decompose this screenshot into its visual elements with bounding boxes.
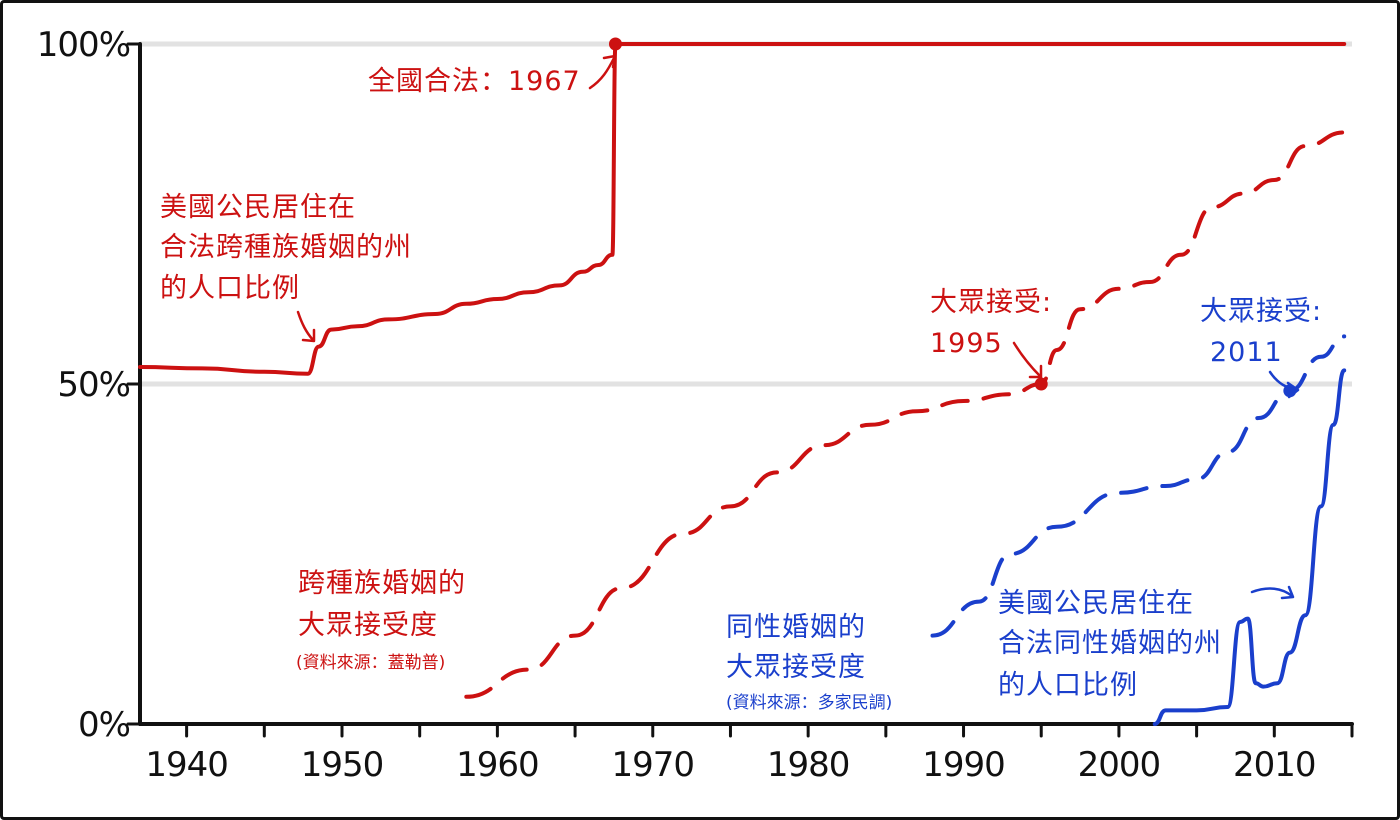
arrow-samesex-states <box>1250 587 1294 598</box>
annotation-samesex-source: (資料來源：多家民調) <box>726 693 892 713</box>
x-tick-label-2000: 2000 <box>1078 745 1161 785</box>
x-tick-label-1990: 1990 <box>922 745 1005 785</box>
series-line-interracial-legal-states <box>138 41 1347 376</box>
marker-interracial-approval-1995 <box>1034 377 1048 391</box>
annotation-approval-2011-line1: 大眾接受: <box>1200 296 1322 327</box>
annotation-interracial-approval-line1: 跨種族婚姻的 <box>298 568 466 599</box>
annotation-samesex-states-line1: 美國公民居住在 <box>998 588 1194 619</box>
annotation-arrows <box>296 54 1300 600</box>
series-line-interracial-approval <box>464 130 1347 699</box>
annotation-interracial-states-line3: 的人口比例 <box>160 273 300 304</box>
annotation-samesex-approval-line1: 同性婚姻的 <box>726 612 866 643</box>
annotation-interracial-source: (資料來源：蓋勒普) <box>296 653 445 673</box>
arrow-2011-head <box>1286 381 1300 399</box>
arrow-1995 <box>1012 341 1042 378</box>
x-tick-label-1970: 1970 <box>612 745 695 785</box>
x-tick-label-1950: 1950 <box>301 745 384 785</box>
y-tick-label-0: 0% <box>78 705 130 745</box>
annotation-approval-2011-line2: 2011 <box>1210 337 1283 368</box>
arrow-1995-head <box>1028 364 1043 379</box>
annotation-approval-1995-line1: 大眾接受: <box>930 287 1052 318</box>
annotation-samesex-states-line2: 合法同性婚姻的州 <box>998 628 1222 659</box>
arrow-1967-head <box>602 54 617 69</box>
axis-ticks: 1940 1950 1960 1970 1980 1990 2000 2010 0% 50% 100… <box>37 25 1354 785</box>
arrow-interracial-states <box>296 310 315 342</box>
x-tick-label-1940: 1940 <box>145 745 228 785</box>
y-tick-label-100: 100% <box>37 25 130 65</box>
annotation-interracial-states-line2: 合法跨種族婚姻的州 <box>160 232 412 263</box>
x-tick-label-1960: 1960 <box>456 745 539 785</box>
y-tick-label-50: 50% <box>57 365 130 405</box>
annotation-interracial-approval-line2: 大眾接受度 <box>298 610 438 641</box>
annotation-interracial-states-line1: 美國公民居住在 <box>160 192 356 223</box>
arrow-2011 <box>1268 370 1299 392</box>
arrow-interracial-states-head <box>301 328 316 343</box>
marker-interracial-legal-states-1967.6 <box>608 37 622 51</box>
annotations: 全國合法：1967 美國公民居住在 合法跨種族婚姻的州 的人口比例 大眾接受: … <box>160 66 1322 713</box>
annotation-approval-1995-line2: 1995 <box>930 328 1003 359</box>
arrow-1967 <box>588 56 616 90</box>
series-line-same-sex-legal-states <box>1152 368 1347 726</box>
arrow-samesex-states-head <box>1280 585 1295 600</box>
x-tick-label-1980: 1980 <box>767 745 850 785</box>
annotation-samesex-states-line3: 的人口比例 <box>998 670 1138 701</box>
annotation-legal-1967: 全國合法：1967 <box>368 66 581 97</box>
annotation-samesex-approval-line2: 大眾接受度 <box>726 652 866 683</box>
x-tick-label-2010: 2010 <box>1233 745 1316 785</box>
